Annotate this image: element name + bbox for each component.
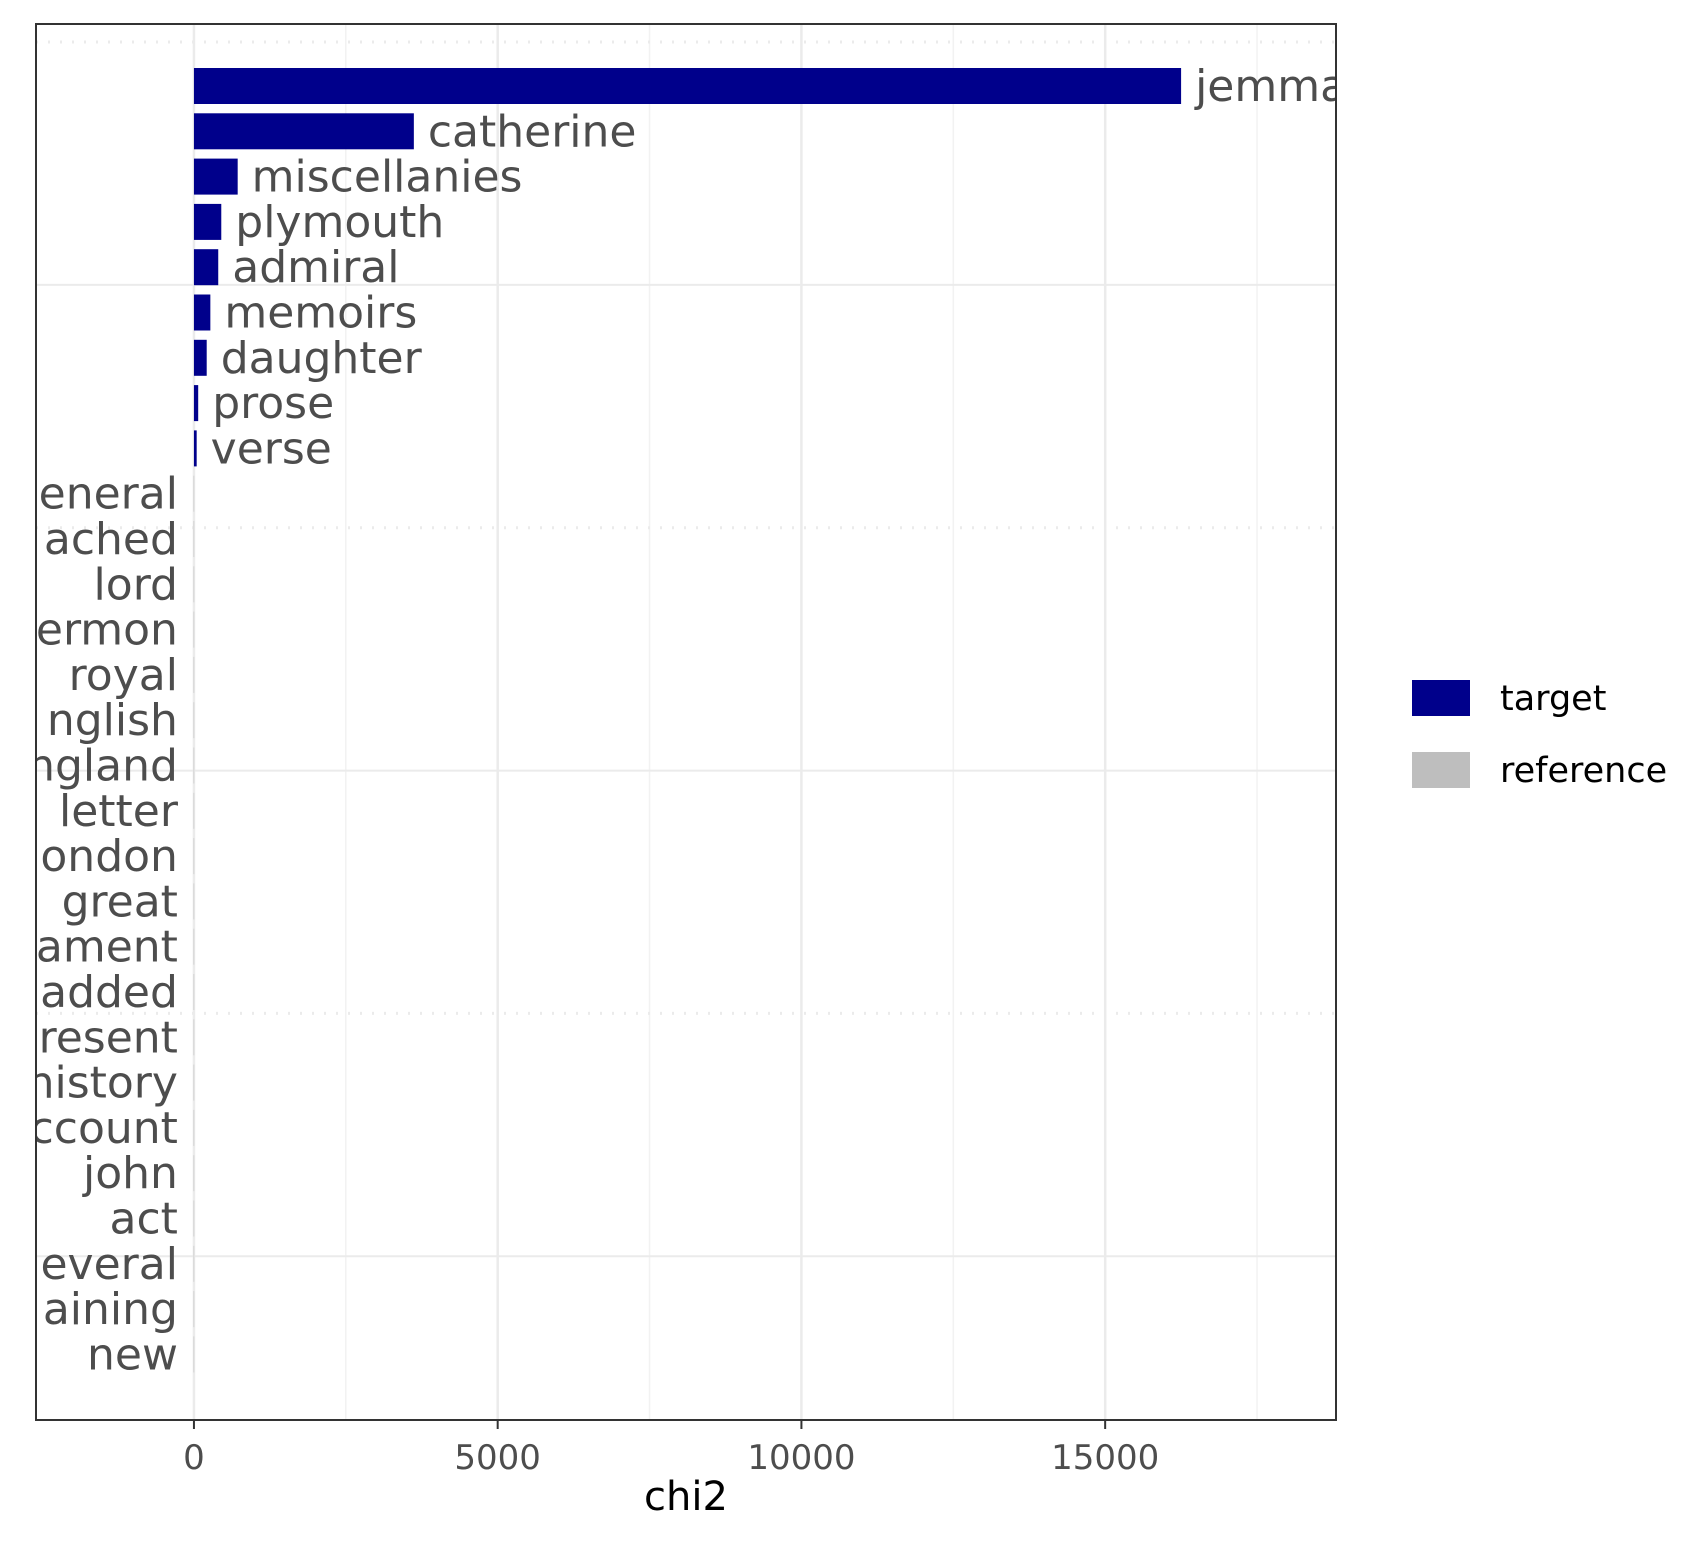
- bar-label-jemma: jemma: [1194, 61, 1347, 112]
- bar-label-admiral: admiral: [232, 242, 399, 293]
- bar-label-containing: aining: [43, 1284, 178, 1335]
- bar-label-english: nglish: [47, 695, 178, 746]
- legend-label-reference: reference: [1500, 751, 1667, 791]
- legend-label-target: target: [1500, 679, 1606, 719]
- legend: target reference: [1412, 679, 1667, 791]
- bar-royal: [193, 656, 195, 693]
- bar-label-parliament: ament: [36, 922, 178, 973]
- bar-several: [193, 1245, 195, 1282]
- x-tick-label: 0: [183, 1438, 205, 1478]
- x-tick-label: 15000: [1051, 1438, 1159, 1478]
- bars-layer: [193, 68, 1182, 1373]
- bar-london: [193, 838, 195, 875]
- bar-label-letter: letter: [59, 786, 179, 837]
- bar-label-miscellanies: miscellanies: [252, 152, 523, 203]
- bar-label-added: added: [40, 967, 178, 1018]
- bar-miscellanies: [193, 158, 238, 195]
- bar-john: [193, 1155, 195, 1192]
- bar-parliament: [193, 928, 195, 965]
- x-tick-label: 5000: [454, 1438, 541, 1478]
- bar-label-england: ngland: [27, 741, 178, 792]
- bar-lord: [193, 566, 195, 603]
- bar-label-sermon: ermon: [36, 605, 178, 656]
- bar-verse: [193, 430, 197, 467]
- bar-label-present: resent: [39, 1012, 178, 1063]
- bar-english: [193, 702, 195, 739]
- bar-label-account: ccount: [30, 1103, 178, 1154]
- bar-label-great: great: [62, 876, 178, 927]
- grid-layer: [36, 24, 1336, 1420]
- bar-label-new: new: [87, 1329, 178, 1380]
- bar-catherine: [193, 113, 414, 150]
- bar-label-lord: lord: [94, 559, 178, 610]
- bar-memoirs: [193, 294, 211, 331]
- bar-prose: [193, 385, 199, 422]
- bar-england: [193, 747, 195, 784]
- bar-letter: [193, 792, 195, 829]
- x-axis: 0 5000 10000 15000: [183, 1420, 1159, 1478]
- bar-present: [193, 1019, 195, 1056]
- bar-great: [193, 883, 195, 920]
- bar-label-attached: ached: [44, 514, 178, 565]
- panel-border: [35, 23, 1337, 1421]
- bar-sermon: [193, 611, 195, 648]
- bar-label-john: john: [82, 1148, 178, 1199]
- bar-new: [193, 1336, 195, 1373]
- bar-label-several: everal: [40, 1239, 177, 1290]
- bar-labels-layer: jemma catherinemiscellaniesplymouthadmira…: [27, 61, 1347, 1380]
- bar-attached: [193, 521, 195, 557]
- bar-jemma: [193, 68, 1182, 104]
- x-tick-label: 10000: [747, 1438, 855, 1478]
- bar-label-memoirs: memoirs: [224, 288, 417, 339]
- bar-history: [193, 1064, 195, 1101]
- bar-label-general: eneral: [39, 469, 178, 520]
- bar-admiral: [193, 249, 219, 286]
- bar-label-catherine: catherine: [428, 106, 637, 157]
- bar-added: [193, 974, 195, 1010]
- bar-label-london: ondon: [40, 831, 178, 882]
- bar-label-history: history: [27, 1058, 178, 1109]
- x-axis-title: chi2: [644, 1474, 728, 1520]
- bar-label-prose: prose: [212, 378, 334, 429]
- bar-general: [193, 475, 195, 512]
- bar-label-verse: verse: [211, 423, 332, 474]
- bar-label-royal: royal: [69, 650, 178, 701]
- bar-daughter: [193, 339, 207, 376]
- legend-key-reference: [1412, 752, 1470, 788]
- bar-containing: [193, 1291, 195, 1328]
- bar-label-daughter: daughter: [221, 333, 423, 384]
- legend-key-target: [1412, 680, 1470, 716]
- bar-label-plymouth: plymouth: [235, 197, 444, 248]
- bar-act: [193, 1200, 195, 1237]
- bar-label-act: act: [110, 1194, 178, 1245]
- bar-account: [193, 1109, 195, 1146]
- bar-plymouth: [193, 203, 222, 240]
